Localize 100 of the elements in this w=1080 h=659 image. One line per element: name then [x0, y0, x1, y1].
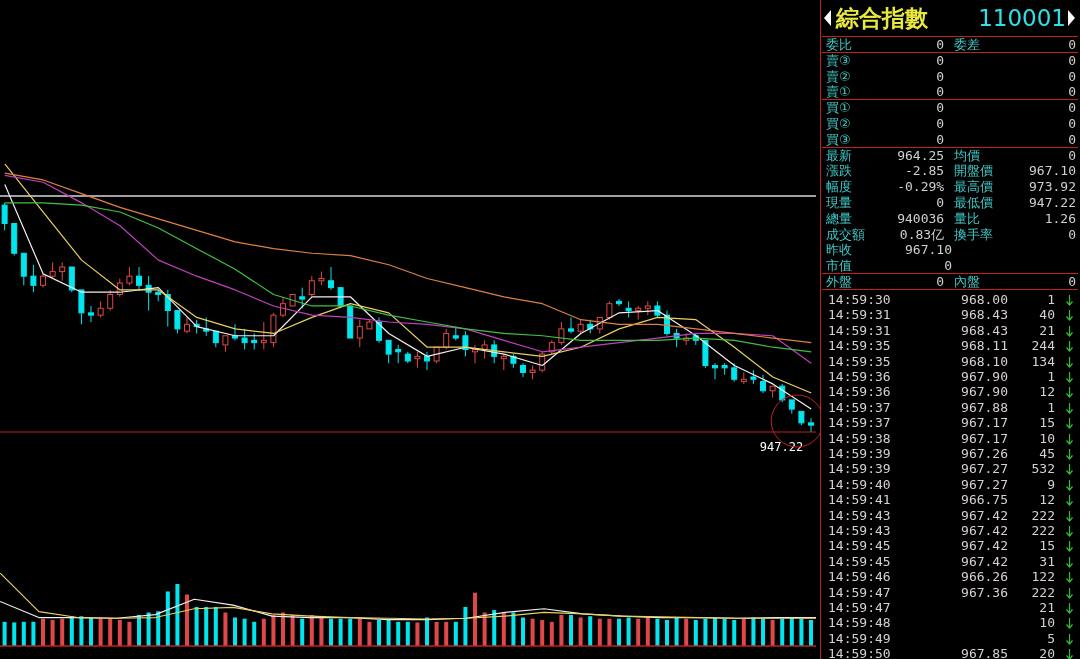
- bar: [789, 617, 794, 646]
- bar: [405, 621, 410, 646]
- text: 委比 0 委差 0: [826, 37, 1076, 52]
- bar: [674, 617, 679, 646]
- text: 成交額 0.83亿 換手率 0: [826, 226, 1076, 242]
- candlestick: [88, 305, 95, 323]
- bar: [713, 617, 718, 646]
- text: 14:59:45 967.42 15: [828, 538, 1055, 555]
- text: 14:59:39 967.27 532: [828, 461, 1055, 478]
- candlestick: [136, 266, 143, 291]
- bar: [261, 618, 266, 646]
- text: 14:59:47 967.36 222: [828, 584, 1055, 601]
- bar: [281, 612, 286, 646]
- candlestick: [568, 316, 575, 334]
- bar: [2, 621, 7, 646]
- bar: [732, 619, 737, 646]
- text: 總量 940036 量比 1.26: [826, 210, 1076, 226]
- text: 110001: [978, 4, 1066, 32]
- bar: [386, 619, 391, 646]
- candlestick: [40, 273, 47, 289]
- bar: [761, 618, 766, 646]
- text: 14:59:43 967.42 222: [828, 523, 1055, 539]
- bar: [549, 621, 554, 646]
- bar: [117, 619, 122, 646]
- bar: [300, 618, 305, 646]
- bar: [60, 618, 65, 646]
- candlestick: [376, 316, 383, 344]
- text: 漲跌 -2.85 開盤價 967.10: [826, 163, 1076, 179]
- candlestick: [232, 323, 239, 341]
- bar: [751, 617, 756, 646]
- candlestick: [520, 362, 527, 378]
- bar: [588, 616, 593, 646]
- candlestick: [721, 362, 728, 376]
- bar: [367, 621, 372, 646]
- text: 最新 964.25 均價 0: [826, 147, 1076, 163]
- bar: [69, 616, 74, 646]
- bar: [21, 621, 26, 646]
- text: 14:59:35 968.11 244: [828, 338, 1055, 355]
- bar: [89, 617, 94, 646]
- text: 買① 0 0: [826, 100, 1076, 116]
- text: 14:59:40 967.27 9: [828, 476, 1055, 493]
- bar: [809, 619, 814, 646]
- bar: [569, 615, 574, 646]
- bar: [329, 618, 334, 646]
- bar: [780, 618, 785, 646]
- bar: [233, 617, 238, 646]
- text: 買③ 0 0: [826, 131, 1076, 147]
- candlestick: [712, 362, 719, 380]
- candlestick: [616, 298, 623, 307]
- candlestick: [184, 316, 191, 334]
- text: 賣③ 0 0: [826, 52, 1076, 68]
- bar: [607, 618, 612, 646]
- bar: [665, 619, 670, 646]
- text: 14:59:43 967.42 222: [828, 507, 1055, 524]
- text: 14:59:36 967.90 12: [828, 384, 1055, 401]
- bar: [530, 618, 535, 646]
- bar: [41, 618, 46, 646]
- text: 14:59:36 967.90 1: [828, 369, 1055, 385]
- bar: [492, 610, 497, 646]
- text: 14:59:50 967.85 20: [828, 646, 1055, 659]
- text: 14:59:49 5: [828, 630, 1055, 647]
- text: 14:59:37 967.88 1: [828, 399, 1055, 416]
- bar: [626, 617, 631, 646]
- bar: [559, 615, 564, 646]
- bar: [655, 618, 660, 646]
- bar: [425, 617, 430, 646]
- candlestick: [740, 371, 747, 385]
- bar: [636, 618, 641, 646]
- bar: [127, 621, 132, 646]
- text: 綜合指數: [836, 4, 928, 32]
- bar: [540, 619, 545, 646]
- text: 幅度 -0.29% 最高價 973.92: [826, 179, 1076, 195]
- bar: [108, 618, 113, 646]
- text: 14:59:48 10: [828, 615, 1055, 632]
- bar: [597, 618, 602, 646]
- bar: [770, 619, 775, 646]
- bar: [693, 619, 698, 646]
- bar: [453, 621, 458, 646]
- candlestick: [260, 321, 267, 351]
- bar: [703, 618, 708, 646]
- bar: [396, 621, 401, 646]
- bar: [463, 606, 468, 646]
- bar: [415, 622, 420, 646]
- text: 昨收 967.10: [826, 242, 952, 258]
- bar: [511, 612, 516, 646]
- bar: [242, 618, 247, 646]
- bar: [204, 606, 209, 646]
- text: 14:59:47 21: [828, 600, 1055, 616]
- text: 14:59:46 966.26 122: [828, 569, 1055, 586]
- bar: [473, 592, 478, 646]
- bar: [578, 617, 583, 646]
- bar: [12, 622, 17, 646]
- bar: [98, 618, 103, 646]
- text: 外盤 0 內盤 0: [826, 274, 1076, 289]
- text: 14:59:31 968.43 21: [828, 322, 1055, 339]
- bar: [722, 618, 727, 646]
- bar: [271, 615, 276, 646]
- candlestick: [328, 266, 335, 291]
- bar: [617, 618, 622, 646]
- text: 14:59:41 966.75 12: [828, 492, 1055, 509]
